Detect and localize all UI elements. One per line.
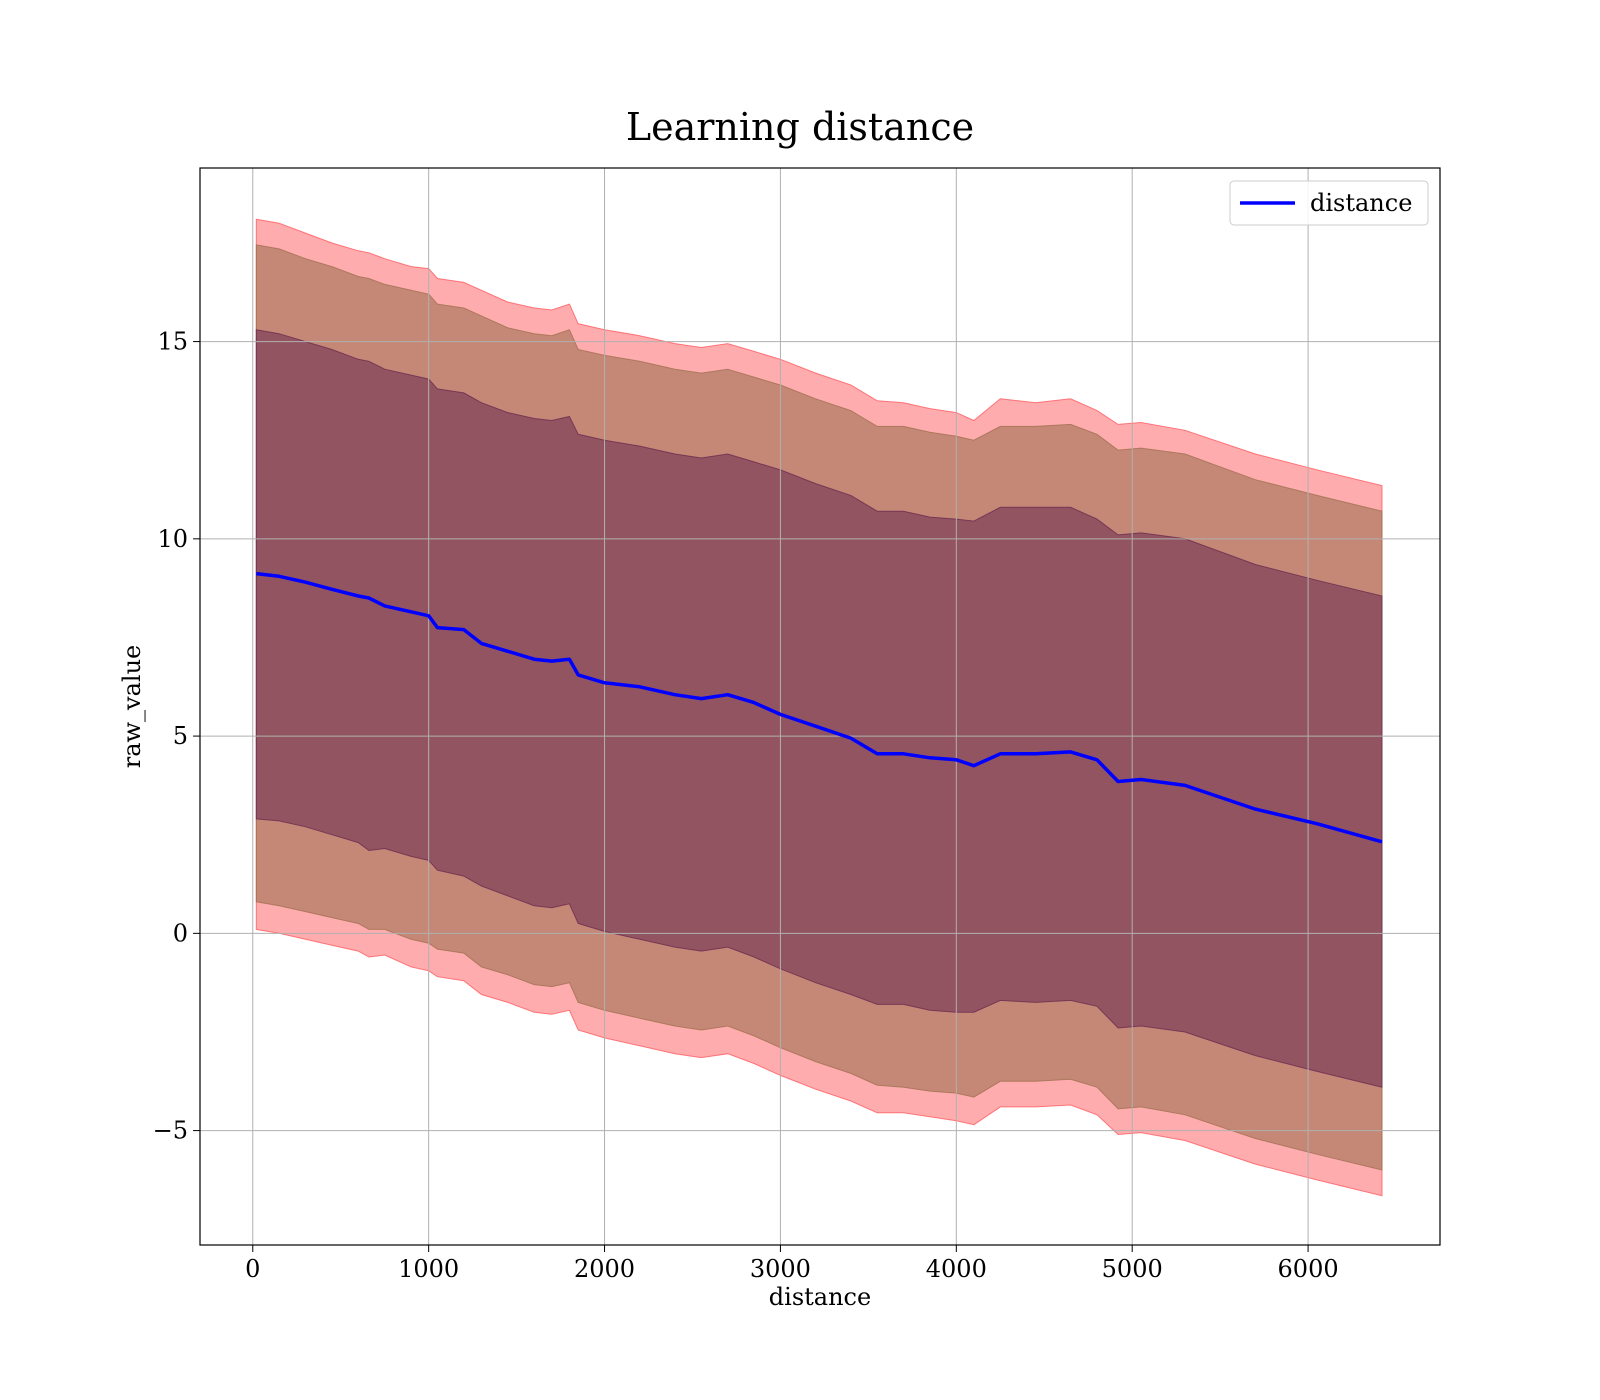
y-tick-label: 10 <box>157 525 188 553</box>
y-tick-label: 0 <box>173 919 188 947</box>
y-tick-label: 15 <box>157 328 188 356</box>
y-tick-label: −5 <box>153 1117 188 1145</box>
y-tick-label: 5 <box>173 722 188 750</box>
x-tick-label: 0 <box>245 1255 260 1283</box>
legend: distance <box>1229 180 1429 226</box>
series-lines <box>256 571 1383 844</box>
chart-title: Learning distance <box>626 105 974 149</box>
plot-frame <box>199 167 1441 1246</box>
x-tick-label: 1000 <box>398 1255 459 1283</box>
confidence-band-3 <box>255 329 1383 1088</box>
confidence-bands <box>255 218 1383 1197</box>
x-axis-label: distance <box>769 1283 871 1311</box>
x-tick-label: 2000 <box>574 1255 635 1283</box>
x-tick-label: 4000 <box>926 1255 987 1283</box>
axis-ticks: 0 1000 2000 3000 4000 5000 6000 −5 0 5 10 15 <box>153 328 1339 1283</box>
legend-box <box>1229 180 1429 226</box>
legend-label: distance <box>1310 189 1412 217</box>
series-line-distance <box>256 571 1383 844</box>
grid <box>200 168 1440 1245</box>
x-tick-label: 5000 <box>1102 1255 1163 1283</box>
y-axis-label: raw_value <box>118 645 146 769</box>
x-tick-label: 3000 <box>750 1255 811 1283</box>
x-tick-label: 6000 <box>1278 1255 1339 1283</box>
